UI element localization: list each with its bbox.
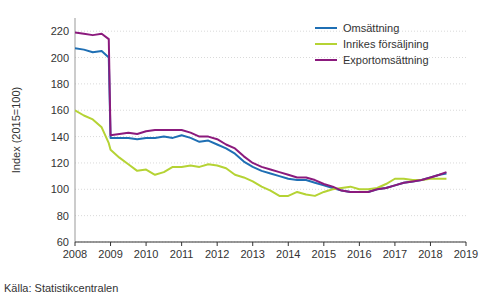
y-tick-label: 100: [51, 183, 69, 195]
legend-label: Inrikes försäljning: [343, 38, 429, 50]
x-tick-label: 2009: [98, 248, 122, 260]
y-tick-label: 220: [51, 25, 69, 37]
x-tick-label: 2011: [170, 248, 194, 260]
x-tick-label: 2015: [312, 248, 336, 260]
grid-line: [75, 31, 466, 32]
x-tick: [323, 242, 324, 246]
legend-label: Exportomsättning: [343, 54, 429, 66]
x-tick-label: 2010: [134, 248, 158, 260]
x-tick-label: 2012: [205, 248, 229, 260]
x-axis: [75, 242, 466, 243]
y-tick-label: 180: [51, 78, 69, 90]
x-tick: [146, 242, 147, 246]
series-line: [75, 110, 446, 196]
y-axis: [75, 18, 76, 242]
legend-swatch: [315, 27, 337, 29]
x-tick-label: 2008: [63, 248, 87, 260]
x-tick: [110, 242, 111, 246]
x-tick-label: 2018: [418, 248, 442, 260]
y-tick-label: 60: [57, 236, 69, 248]
x-tick: [217, 242, 218, 246]
y-tick-label: 140: [51, 131, 69, 143]
legend-swatch: [315, 43, 337, 45]
grid-line: [75, 136, 466, 137]
x-tick: [288, 242, 289, 246]
x-tick: [181, 242, 182, 246]
series-line: [75, 32, 446, 191]
x-tick-label: 2014: [276, 248, 300, 260]
chart: 60 80 100 120 140 160 180 200 220 2008 2009 2010 201…: [0, 0, 493, 304]
x-tick: [394, 242, 395, 246]
grid-line: [75, 110, 466, 111]
x-tick: [466, 242, 467, 246]
legend-swatch: [315, 59, 337, 61]
y-tick-label: 160: [51, 104, 69, 116]
x-tick: [359, 242, 360, 246]
y-tick-label: 200: [51, 52, 69, 64]
y-tick-label: 120: [51, 157, 69, 169]
x-tick-label: 2013: [240, 248, 264, 260]
source: Källa: Statistikcentralen: [4, 282, 118, 294]
x-tick-label: 2019: [454, 248, 478, 260]
y-tick-label: 80: [57, 210, 69, 222]
x-tick: [252, 242, 253, 246]
x-tick-label: 2016: [347, 248, 371, 260]
grid-line: [75, 242, 466, 243]
y-axis-label: Index (2015=100): [10, 87, 22, 174]
x-tick: [430, 242, 431, 246]
x-tick: [75, 242, 76, 246]
grid-line: [75, 162, 466, 163]
x-tick-label: 2017: [383, 248, 407, 260]
grid-line: [75, 83, 466, 84]
grid-line: [75, 215, 466, 216]
series-line: [75, 48, 446, 192]
legend-label: Omsättning: [343, 22, 399, 34]
plot-area: [75, 32, 446, 195]
